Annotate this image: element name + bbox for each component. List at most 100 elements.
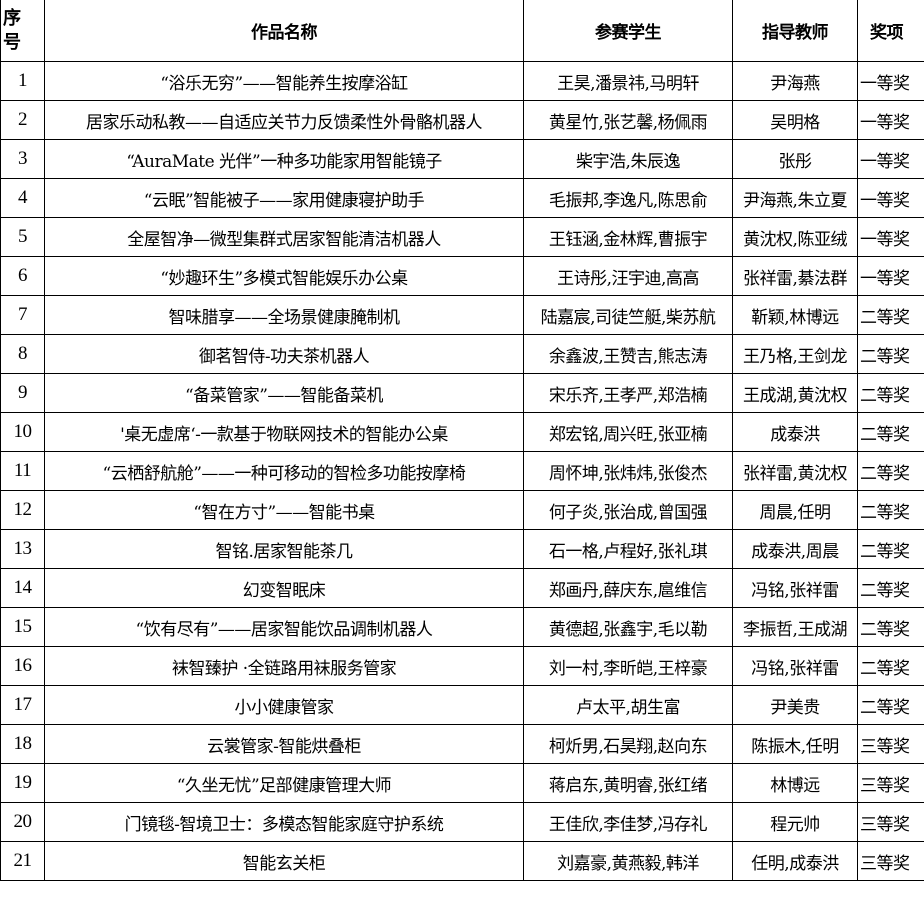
cell-title: 御茗智侍-功夫茶机器人	[44, 334, 524, 374]
cell-index: 1	[0, 61, 45, 101]
cell-students: 蒋启东,黄明睿,张红绪	[523, 763, 733, 803]
cell-index: 7	[0, 295, 45, 335]
cell-students: 毛振邦,李逸凡,陈思俞	[523, 178, 733, 218]
table-row: 9 “备菜管家”——智能备菜机 宋乐齐,王孝严,郑浩楠 王成湖,黄沈权 二等奖	[0, 373, 924, 413]
cell-index: 11	[0, 451, 45, 491]
cell-award: 二等奖	[857, 295, 924, 335]
cell-teacher: 冯铭,张祥雷	[732, 646, 858, 686]
cell-title: “浴乐无穷”——智能养生按摩浴缸	[44, 61, 524, 101]
cell-title: “云眠”智能被子——家用健康寝护助手	[44, 178, 524, 218]
cell-award: 一等奖	[857, 217, 924, 257]
cell-award: 二等奖	[857, 451, 924, 491]
cell-index: 18	[0, 724, 45, 764]
table-row: 13 智铭.居家智能茶几 石一格,卢程好,张礼琪 成泰洪,周晨 二等奖	[0, 529, 924, 569]
cell-students: 王佳欣,李佳梦,冯存礼	[523, 802, 733, 842]
cell-index: 12	[0, 490, 45, 530]
cell-index: 14	[0, 568, 45, 608]
cell-title: 智味腊享——全场景健康腌制机	[44, 295, 524, 335]
header-index: 序号	[0, 0, 45, 62]
cell-index: 3	[0, 139, 45, 179]
cell-award: 二等奖	[857, 334, 924, 374]
cell-teacher: 吴明格	[732, 100, 858, 140]
cell-award: 三等奖	[857, 841, 924, 881]
table-row: 3 “AuraMate 光伴”一种多功能家用智能镜子 柴宇浩,朱辰逸 张彤 一等奖	[0, 139, 924, 179]
cell-award: 二等奖	[857, 568, 924, 608]
table-row: 16 袜智臻护 ·全链路用袜服务管家 刘一村,李昕皑,王梓豪 冯铭,张祥雷 二等奖	[0, 646, 924, 686]
cell-teacher: 尹美贵	[732, 685, 858, 725]
cell-award: 二等奖	[857, 412, 924, 452]
cell-teacher: 张祥雷,黄沈权	[732, 451, 858, 491]
header-index-line1: 序	[3, 7, 21, 29]
cell-students: 柴宇浩,朱辰逸	[523, 139, 733, 179]
cell-students: 柯炘男,石昊翔,赵向东	[523, 724, 733, 764]
cell-teacher: 黄沈权,陈亚绒	[732, 217, 858, 257]
cell-award: 二等奖	[857, 685, 924, 725]
cell-award: 三等奖	[857, 763, 924, 803]
cell-index: 4	[0, 178, 45, 218]
cell-students: 黄德超,张鑫宇,毛以勒	[523, 607, 733, 647]
table-row: 8 御茗智侍-功夫茶机器人 余鑫波,王赞吉,熊志涛 王乃格,王剑龙 二等奖	[0, 334, 924, 374]
cell-teacher: 成泰洪,周晨	[732, 529, 858, 569]
cell-index: 15	[0, 607, 45, 647]
cell-students: 余鑫波,王赞吉,熊志涛	[523, 334, 733, 374]
cell-students: 郑宏铭,周兴旺,张亚楠	[523, 412, 733, 452]
cell-teacher: 靳颖,林博远	[732, 295, 858, 335]
cell-teacher: 冯铭,张祥雷	[732, 568, 858, 608]
cell-title: 幻变智眠床	[44, 568, 524, 608]
cell-award: 三等奖	[857, 802, 924, 842]
cell-title: 袜智臻护 ·全链路用袜服务管家	[44, 646, 524, 686]
cell-award: 二等奖	[857, 529, 924, 569]
cell-teacher: 陈振木,任明	[732, 724, 858, 764]
cell-title: “云栖舒航舱”——一种可移动的智检多功能按摩椅	[44, 451, 524, 491]
cell-title: 云裳管家-智能烘叠柜	[44, 724, 524, 764]
cell-award: 一等奖	[857, 178, 924, 218]
cell-students: 王昊,潘景祎,马明轩	[523, 61, 733, 101]
header-students: 参赛学生	[523, 0, 733, 62]
table-row: 20 门镜毯-智境卫士：多模态智能家庭守护系统 王佳欣,李佳梦,冯存礼 程元帅 三等奖	[0, 802, 924, 842]
cell-teacher: 尹海燕	[732, 61, 858, 101]
cell-students: 黄星竹,张艺馨,杨佩雨	[523, 100, 733, 140]
cell-students: 卢太平,胡生富	[523, 685, 733, 725]
cell-students: 刘一村,李昕皑,王梓豪	[523, 646, 733, 686]
cell-title: 全屋智净—微型集群式居家智能清洁机器人	[44, 217, 524, 257]
cell-teacher: 林博远	[732, 763, 858, 803]
cell-index: 13	[0, 529, 45, 569]
cell-index: 5	[0, 217, 45, 257]
cell-index: 10	[0, 412, 45, 452]
cell-teacher: 任明,成泰洪	[732, 841, 858, 881]
cell-title: '桌无虚席‘-一款基于物联网技术的智能办公桌	[44, 412, 524, 452]
cell-award: 二等奖	[857, 490, 924, 530]
cell-teacher: 王成湖,黄沈权	[732, 373, 858, 413]
header-index-line2: 号	[3, 31, 21, 53]
cell-students: 石一格,卢程好,张礼琪	[523, 529, 733, 569]
cell-award: 一等奖	[857, 139, 924, 179]
cell-students: 周怀坤,张炜炜,张俊杰	[523, 451, 733, 491]
cell-title: 智能玄关柜	[44, 841, 524, 881]
award-table: 序号 作品名称 参赛学生 指导教师 奖项 1 “浴乐无穷”——智能养生按摩浴缸 王昊…	[0, 0, 924, 881]
cell-award: 二等奖	[857, 607, 924, 647]
cell-title: “饮有尽有”——居家智能饮品调制机器人	[44, 607, 524, 647]
cell-award: 三等奖	[857, 724, 924, 764]
table-row: 5 全屋智净—微型集群式居家智能清洁机器人 王钰涵,金林辉,曹振宇 黄沈权,陈亚绒 一等…	[0, 217, 924, 257]
cell-index: 21	[0, 841, 45, 881]
cell-title: 居家乐动私教——自适应关节力反馈柔性外骨骼机器人	[44, 100, 524, 140]
cell-teacher: 程元帅	[732, 802, 858, 842]
cell-title: 门镜毯-智境卫士：多模态智能家庭守护系统	[44, 802, 524, 842]
cell-award: 一等奖	[857, 256, 924, 296]
cell-award: 一等奖	[857, 100, 924, 140]
table-row: 14 幻变智眠床 郑画丹,薛庆东,扈维信 冯铭,张祥雷 二等奖	[0, 568, 924, 608]
table-row: 7 智味腊享——全场景健康腌制机 陆嘉宸,司徒竺艇,柴苏航 靳颖,林博远 二等奖	[0, 295, 924, 335]
cell-index: 8	[0, 334, 45, 374]
header-award: 奖项	[857, 0, 924, 62]
table-row: 18 云裳管家-智能烘叠柜 柯炘男,石昊翔,赵向东 陈振木,任明 三等奖	[0, 724, 924, 764]
cell-teacher: 周晨,任明	[732, 490, 858, 530]
cell-title: “备菜管家”——智能备菜机	[44, 373, 524, 413]
table-row: 19 “久坐无忧”足部健康管理大师 蒋启东,黄明睿,张红绪 林博远 三等奖	[0, 763, 924, 803]
cell-title: 智铭.居家智能茶几	[44, 529, 524, 569]
table-row: 10 '桌无虚席‘-一款基于物联网技术的智能办公桌 郑宏铭,周兴旺,张亚楠 成泰洪 二等…	[0, 412, 924, 452]
table-row: 12 “智在方寸”——智能书桌 何子炎,张治成,曾国强 周晨,任明 二等奖	[0, 490, 924, 530]
cell-index: 6	[0, 256, 45, 296]
header-title: 作品名称	[44, 0, 524, 62]
cell-students: 郑画丹,薛庆东,扈维信	[523, 568, 733, 608]
